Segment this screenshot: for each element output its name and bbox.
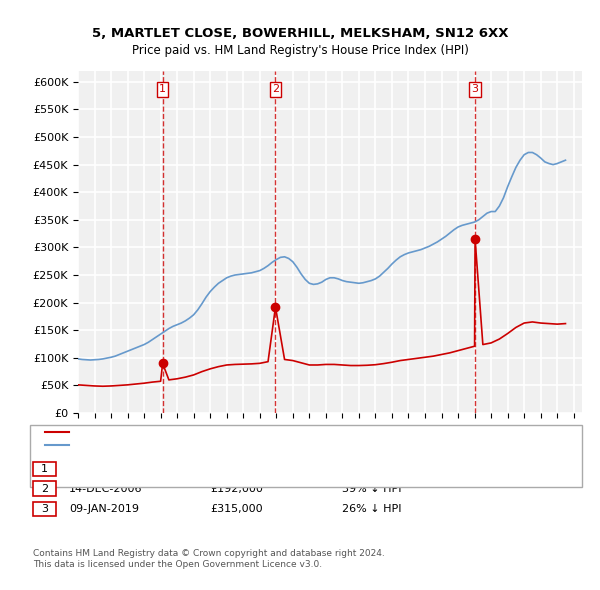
- Text: 44% ↓ HPI: 44% ↓ HPI: [342, 464, 401, 474]
- Text: 1: 1: [159, 84, 166, 94]
- Text: 39% ↓ HPI: 39% ↓ HPI: [342, 484, 401, 493]
- Text: This data is licensed under the Open Government Licence v3.0.: This data is licensed under the Open Gov…: [33, 560, 322, 569]
- Text: 14-DEC-2006: 14-DEC-2006: [69, 484, 143, 493]
- Text: £192,000: £192,000: [210, 484, 263, 493]
- Text: 3: 3: [41, 504, 48, 513]
- Text: 5, MARTLET CLOSE, BOWERHILL, MELKSHAM, SN12 6XX (detached house): 5, MARTLET CLOSE, BOWERHILL, MELKSHAM, S…: [72, 428, 456, 437]
- Text: 2: 2: [41, 484, 48, 493]
- Text: 09-JAN-2019: 09-JAN-2019: [69, 504, 139, 513]
- Text: HPI: Average price, detached house, Wiltshire: HPI: Average price, detached house, Wilt…: [72, 441, 311, 450]
- Text: Price paid vs. HM Land Registry's House Price Index (HPI): Price paid vs. HM Land Registry's House …: [131, 44, 469, 57]
- Text: 17-FEB-2000: 17-FEB-2000: [69, 464, 140, 474]
- Text: 1: 1: [41, 464, 48, 474]
- Text: £89,950: £89,950: [210, 464, 256, 474]
- Text: £315,000: £315,000: [210, 504, 263, 513]
- Text: 2: 2: [272, 84, 279, 94]
- Text: 5, MARTLET CLOSE, BOWERHILL, MELKSHAM, SN12 6XX: 5, MARTLET CLOSE, BOWERHILL, MELKSHAM, S…: [92, 27, 508, 40]
- Text: 26% ↓ HPI: 26% ↓ HPI: [342, 504, 401, 513]
- Text: 3: 3: [472, 84, 479, 94]
- Text: Contains HM Land Registry data © Crown copyright and database right 2024.: Contains HM Land Registry data © Crown c…: [33, 549, 385, 558]
